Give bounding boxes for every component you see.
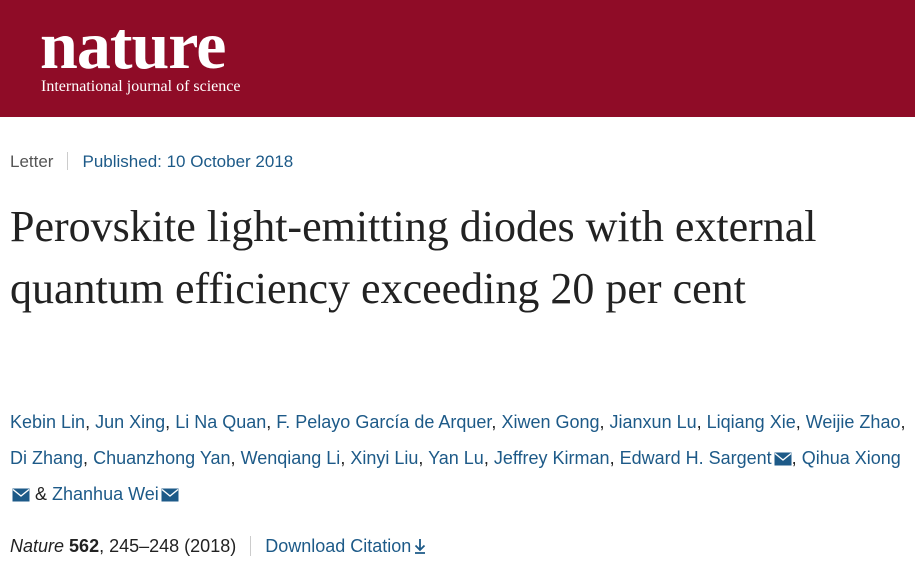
volume: 562 <box>69 536 100 556</box>
author-name[interactable]: Chuanzhong Yan <box>93 448 231 468</box>
author: Chuanzhong Yan, <box>93 448 235 468</box>
separator: , <box>599 412 605 432</box>
separator: , <box>795 412 801 432</box>
author: Di Zhang, <box>10 448 88 468</box>
author: Edward H. Sargent, <box>620 448 797 468</box>
author: Wenqiang Li, <box>241 448 346 468</box>
separator: , <box>791 448 797 468</box>
author-name[interactable]: Wenqiang Li <box>240 448 341 468</box>
download-citation[interactable]: Download Citation <box>265 536 426 556</box>
author-name[interactable]: Jun Xing <box>95 412 166 432</box>
separator: , <box>418 448 424 468</box>
separator: , <box>696 412 702 432</box>
divider <box>67 152 69 170</box>
author: Kebin Lin, <box>10 412 90 432</box>
separator: , <box>483 448 489 468</box>
citation: Nature 562, 245–248 (2018) Download Citat… <box>10 536 426 557</box>
published-date: Published: 10 October 2018 <box>82 152 294 171</box>
separator: , <box>85 412 91 432</box>
author-name[interactable]: Di Zhang <box>10 448 84 468</box>
author-name[interactable]: Jeffrey Kirman <box>493 448 610 468</box>
logo[interactable]: nature <box>40 7 226 83</box>
author-name[interactable]: Liqiang Xie <box>706 412 796 432</box>
author: Jun Xing, <box>95 412 170 432</box>
author: Weijie Zhao, <box>806 412 906 432</box>
author: Yan Lu, <box>428 448 489 468</box>
author-name[interactable]: Edward H. Sargent <box>619 448 772 468</box>
separator: , <box>165 412 171 432</box>
pages: , 245–248 (2018) <box>99 536 237 556</box>
author-name[interactable]: Xiwen Gong <box>501 412 600 432</box>
author: F. Pelayo García de Arquer, <box>276 412 496 432</box>
author: Qihua Xiong & <box>10 448 901 504</box>
separator: , <box>230 448 236 468</box>
tagline: International journal of science <box>41 78 241 95</box>
journal: Nature <box>10 536 65 556</box>
author: Jeffrey Kirman, <box>494 448 615 468</box>
author: Xinyi Liu, <box>350 448 423 468</box>
author-name[interactable]: Xinyi Liu <box>350 448 419 468</box>
separator: & <box>35 484 48 504</box>
divider <box>250 536 252 556</box>
author: Liqiang Xie, <box>707 412 801 432</box>
author-name[interactable]: Li Na Quan <box>175 412 267 432</box>
author-name[interactable]: Yan Lu <box>428 448 484 468</box>
separator: , <box>491 412 497 432</box>
separator: , <box>83 448 89 468</box>
author: Xiwen Gong, <box>501 412 604 432</box>
email-icon[interactable] <box>774 452 792 466</box>
separator: , <box>340 448 346 468</box>
separator: , <box>266 412 272 432</box>
article-type: Letter <box>10 152 54 171</box>
author-name[interactable]: Jianxun Lu <box>609 412 697 432</box>
article-title: Perovskite light-emitting diodes with ex… <box>10 202 817 313</box>
separator: , <box>900 412 906 432</box>
author-list: Kebin Lin, Jun Xing, Li Na Quan, F. Pela… <box>10 404 910 512</box>
author: Li Na Quan, <box>175 412 271 432</box>
site-header: nature International journal of science <box>0 0 915 117</box>
author-name[interactable]: Weijie Zhao <box>805 412 901 432</box>
author-name[interactable]: Kebin Lin <box>10 412 86 432</box>
author: Zhanhua Wei <box>52 484 179 504</box>
download-icon <box>415 539 426 554</box>
separator: , <box>609 448 615 468</box>
article-meta: Letter Published: 10 October 2018 <box>10 152 293 172</box>
email-icon[interactable] <box>161 488 179 502</box>
email-icon[interactable] <box>12 488 30 502</box>
author-name[interactable]: F. Pelayo García de Arquer <box>276 412 492 432</box>
author-name[interactable]: Qihua Xiong <box>801 448 901 468</box>
author: Jianxun Lu, <box>610 412 702 432</box>
author-name[interactable]: Zhanhua Wei <box>52 484 159 504</box>
download-label: Download Citation <box>265 536 412 556</box>
